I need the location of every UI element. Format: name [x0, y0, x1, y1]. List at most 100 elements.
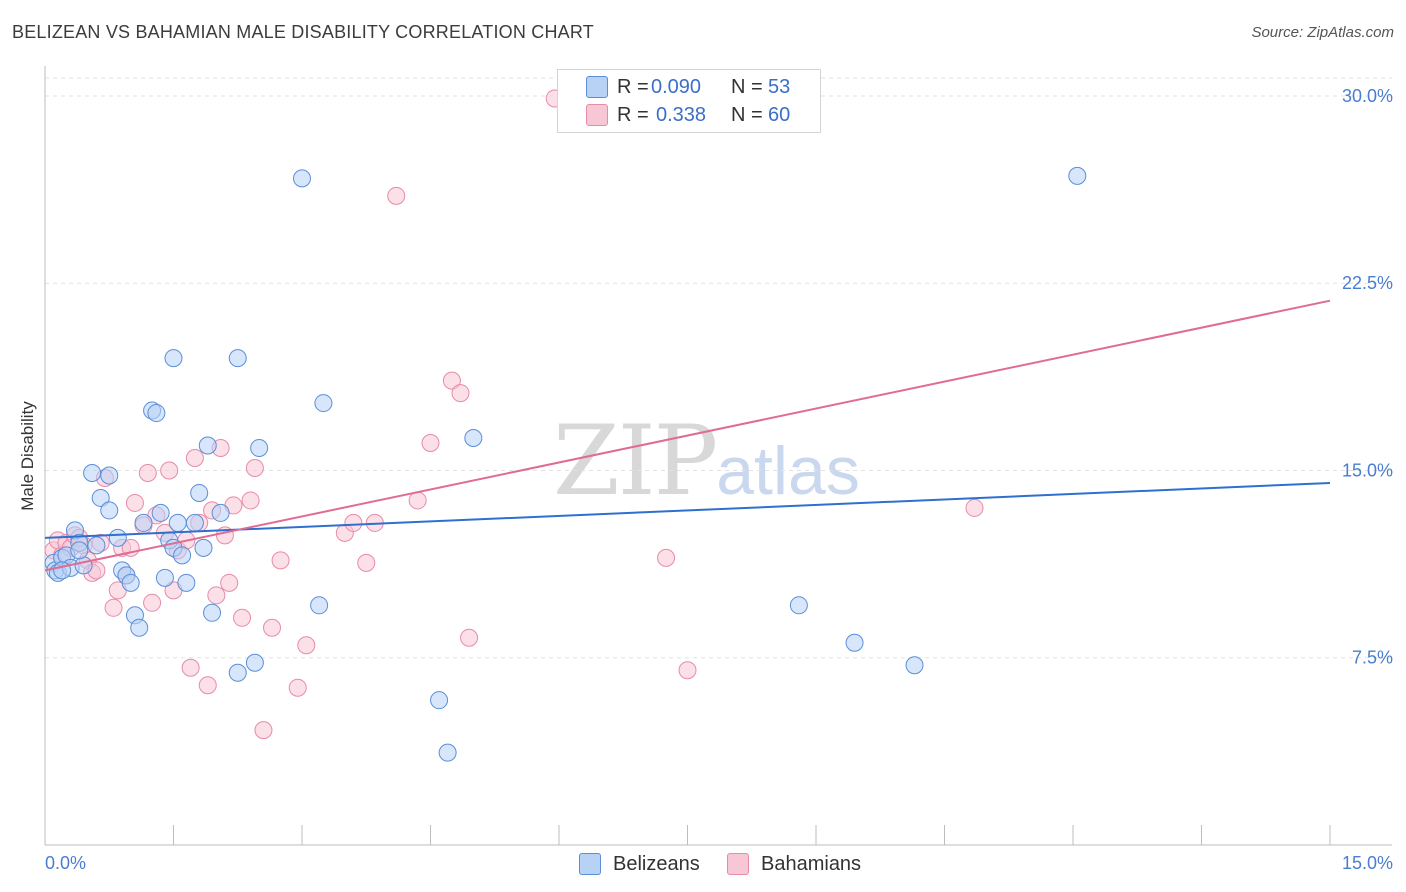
bahamian-point [965, 498, 984, 517]
y-tick-label: 22.5% [1342, 273, 1393, 293]
legend-item-belizeans[interactable]: Belizeans [579, 850, 700, 878]
trend-lines [44, 299, 1331, 572]
bahamian-point [263, 618, 282, 637]
belizean-point [121, 573, 140, 592]
legend-r-label: R = [617, 103, 649, 126]
belizean-point [211, 503, 230, 522]
belizean-point [250, 439, 269, 458]
belizean-point [168, 513, 187, 532]
bahamian-point [160, 461, 179, 480]
belizean-point [173, 546, 192, 565]
bahamian-point [220, 573, 239, 592]
bahamian-point [288, 678, 307, 697]
watermark: ZIPatlas [553, 405, 860, 517]
bahamians-points [44, 89, 984, 740]
legend-item-bahamians[interactable]: Bahamians [727, 850, 861, 878]
legend-r-value: 0.090 [651, 75, 702, 98]
belizean-point [905, 656, 924, 675]
bahamian-point [104, 598, 123, 617]
belizean-point [185, 513, 204, 532]
bahamian-point [207, 586, 226, 605]
bahamian-point [460, 628, 479, 647]
belizean-point [190, 483, 209, 502]
belizean-point [155, 568, 174, 587]
belizean-point [177, 573, 196, 592]
bahamian-point [181, 658, 200, 677]
belizean-point [83, 463, 102, 482]
bahamian-point [442, 371, 461, 390]
belizean-point [108, 528, 127, 547]
bahamian-point [143, 593, 162, 612]
belizean-point [134, 513, 153, 532]
correlation-legend: R = 0.090 N = 53 R = 0.338 N = 60 [557, 69, 821, 133]
belizean-point [74, 556, 93, 575]
chart-source: Source: ZipAtlas.com [1251, 24, 1394, 41]
belizean-point [91, 488, 110, 507]
bahamian-point [198, 676, 217, 695]
bahamian-point [125, 493, 144, 512]
belizean-point [464, 429, 483, 448]
belizean-point [151, 503, 170, 522]
series-legend: Belizeans Bahamians [0, 850, 1406, 878]
belizean-point [130, 618, 149, 637]
y-tick-label: 7.5% [1352, 648, 1393, 668]
belizean-point [314, 394, 333, 413]
bahamian-point [408, 491, 427, 510]
legend-n-value: 60 [768, 103, 791, 126]
tick-labels: 7.5% 15.0% 22.5% 30.0% 0.0% 15.0% [45, 86, 1393, 873]
belizean-point [164, 349, 183, 368]
bahamian-point [233, 608, 252, 627]
belizean-point [53, 561, 72, 580]
belizean-point [245, 653, 264, 672]
bahamian-point [245, 458, 264, 477]
watermark-zip: ZIP [553, 405, 718, 517]
bahamian-point [387, 186, 406, 205]
belizean-point [70, 541, 89, 560]
bahamian-point [657, 548, 676, 567]
belizean-point [100, 501, 119, 520]
belizean-point [293, 169, 311, 188]
y-tick-label: 15.0% [1342, 460, 1393, 480]
bahamian-point [185, 448, 204, 467]
legend-r-value: 0.338 [656, 103, 707, 126]
bahamian-point [357, 553, 376, 572]
belizean-point [789, 596, 808, 615]
x-tick-label: 0.0% [45, 853, 86, 873]
legend-n-label: N = [731, 75, 763, 98]
legend-swatch-blue [579, 853, 601, 875]
belizean-point [194, 538, 213, 557]
watermark-atlas: atlas [716, 433, 860, 509]
legend-row-belizeans: R = 0.090 N = 53 [558, 73, 820, 101]
belizean-point [228, 663, 247, 682]
belizean-point [430, 691, 449, 710]
legend-r-label: R = [617, 75, 649, 98]
belizean-point [310, 596, 329, 615]
belizean-point [1068, 166, 1087, 185]
bahamians-trend-line [44, 299, 1331, 572]
bahamian-point [241, 491, 260, 510]
chart-title: BELIZEAN VS BAHAMIAN MALE DISABILITY COR… [12, 22, 594, 42]
y-tick-label: 30.0% [1342, 86, 1393, 106]
legend-swatch-blue [586, 76, 608, 98]
belizeans-trend-line [44, 481, 1331, 539]
bahamian-point [421, 434, 440, 453]
belizean-point [203, 603, 222, 622]
grid-lines [45, 77, 1392, 659]
legend-swatch-pink [586, 104, 608, 126]
x-tick-label: 15.0% [1342, 853, 1393, 873]
legend-label: Belizeans [613, 852, 700, 875]
belizeans-points [44, 166, 1087, 762]
bahamian-point [678, 661, 697, 680]
bahamian-point [297, 636, 316, 655]
legend-swatch-pink [727, 853, 749, 875]
axes [44, 66, 1392, 846]
belizean-point [198, 436, 217, 455]
belizean-point [228, 349, 247, 368]
belizean-point [100, 466, 119, 485]
legend-row-bahamians: R = 0.338 N = 60 [558, 101, 820, 129]
legend-label: Bahamians [761, 852, 862, 875]
belizean-point [845, 633, 864, 652]
bahamian-point [138, 463, 157, 482]
bahamian-point [344, 513, 363, 532]
legend-n-value: 53 [768, 75, 791, 98]
